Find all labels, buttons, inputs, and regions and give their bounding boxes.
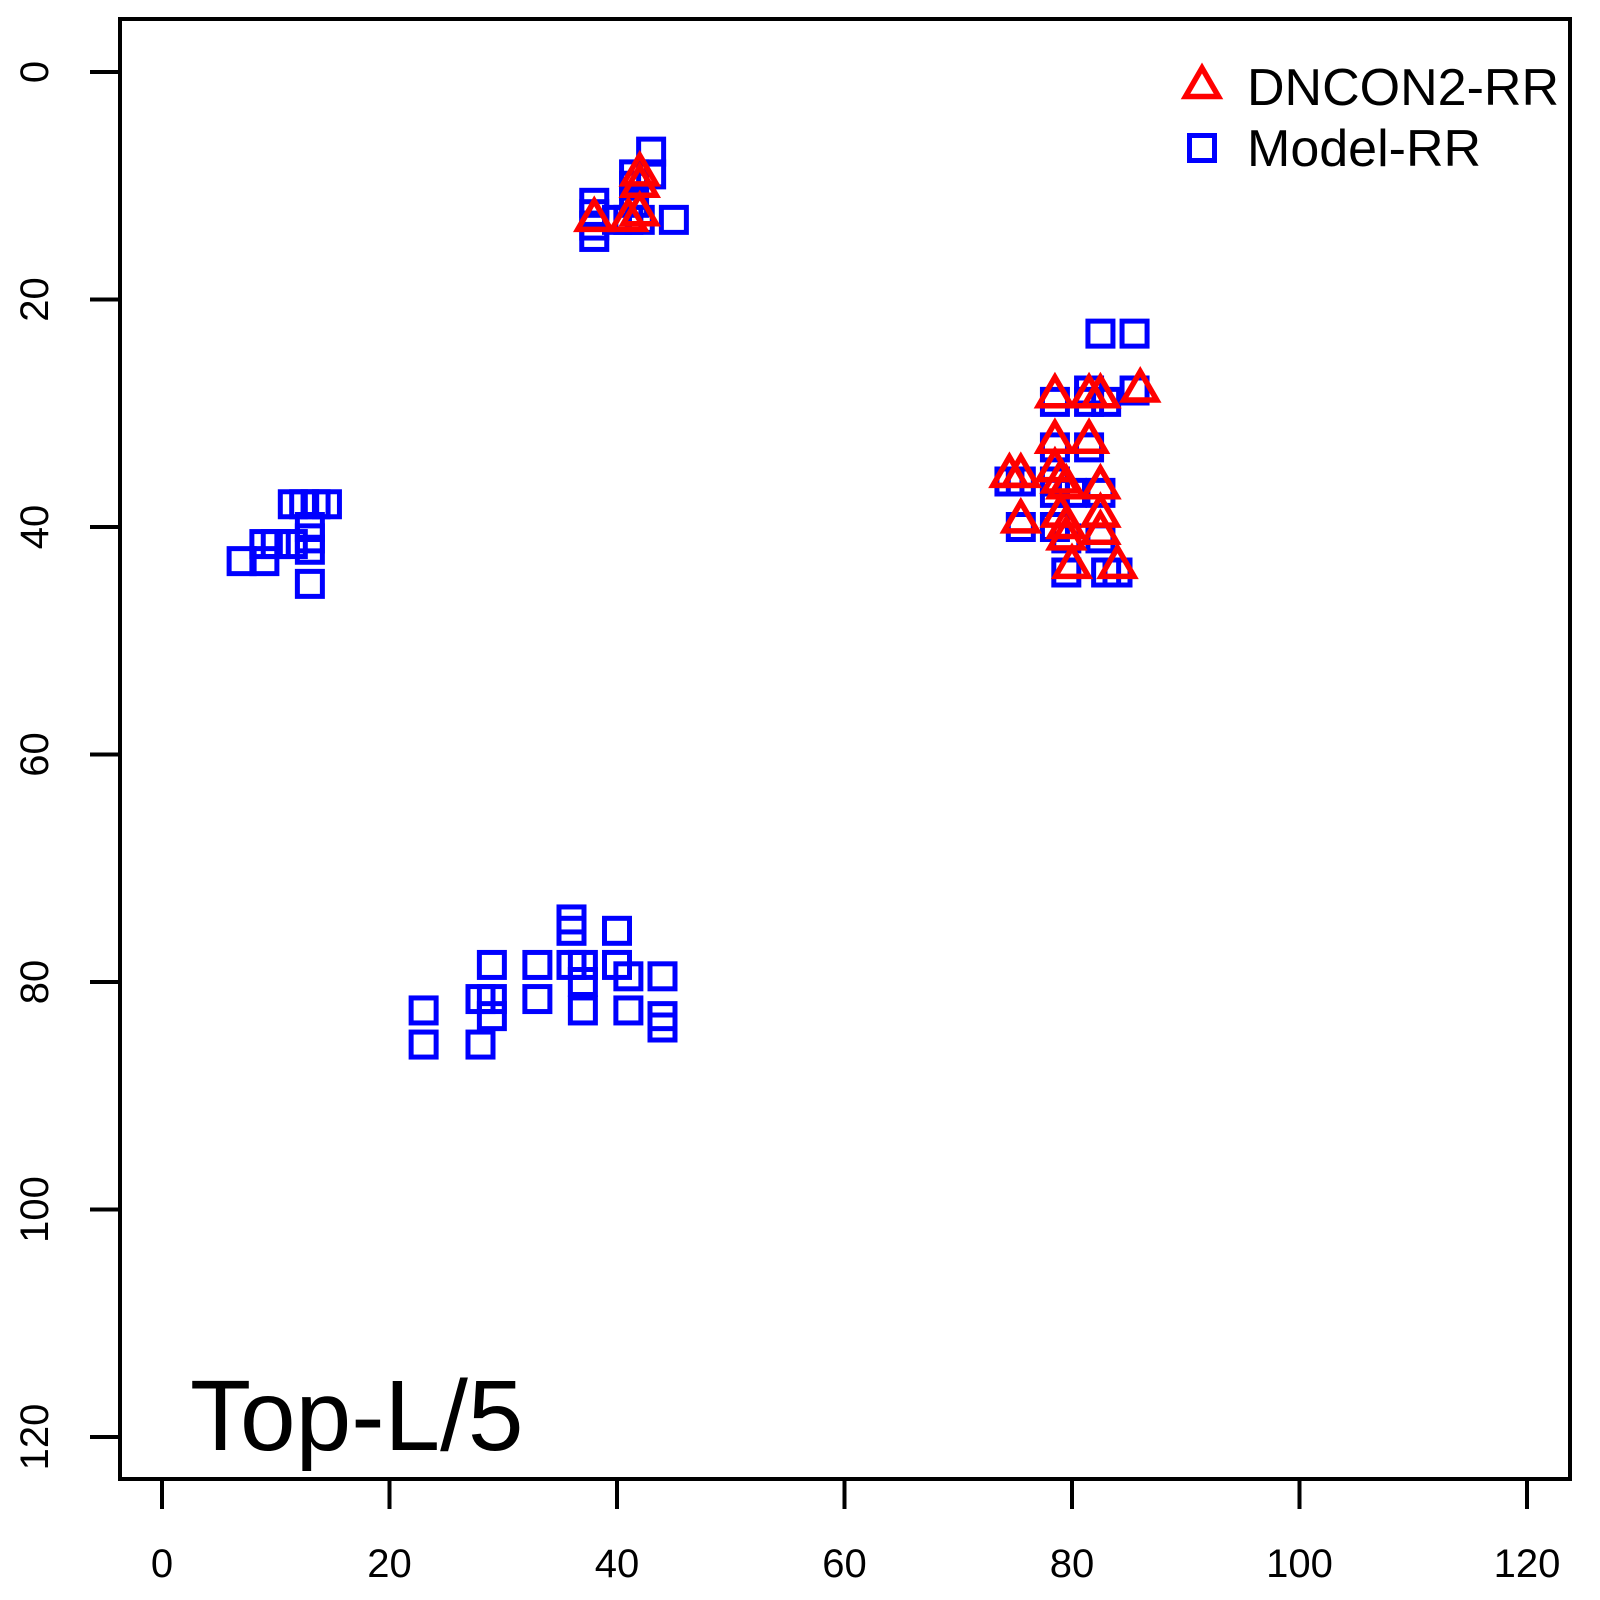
y-axis-tick-label: 80 xyxy=(13,960,57,1005)
model-rr-square-marker xyxy=(294,568,325,599)
dncon2-rr-triangle-marker xyxy=(999,496,1043,534)
model-rr-square-marker xyxy=(567,995,598,1026)
dncon2-rr-triangle-marker xyxy=(999,451,1043,489)
dncon2-rr-triangle-marker xyxy=(1050,542,1094,580)
x-axis-tick-label: 120 xyxy=(1494,1542,1561,1586)
plot-title: Top-L/5 xyxy=(190,1360,524,1472)
dncon2-rr-triangle-marker xyxy=(618,149,662,187)
model-rr-square-marker xyxy=(311,489,342,520)
y-axis-tick-label: 60 xyxy=(13,732,57,777)
dncon2-rr-triangle-marker xyxy=(1045,513,1088,551)
series-model-rr xyxy=(226,136,1150,1060)
dncon2-rr-triangle-marker xyxy=(1045,462,1088,500)
dncon2-rr-triangle-marker xyxy=(1033,371,1077,409)
legend-label-model-rr: Model-RR xyxy=(1247,120,1481,178)
dncon2-rr-triangle-marker xyxy=(607,195,650,233)
dncon2-rr-triangle-marker xyxy=(1079,491,1122,528)
dncon2-rr-triangle-marker xyxy=(1096,542,1139,580)
model-rr-square-marker xyxy=(567,967,598,997)
model-rr-square-marker xyxy=(658,204,689,235)
dncon2-rr-triangle-marker xyxy=(1118,366,1162,403)
dncon2-rr-triangle-marker xyxy=(1079,371,1122,409)
legend-square-icon xyxy=(1187,133,1217,163)
x-axis-tick-label: 20 xyxy=(367,1542,412,1586)
y-axis-tick-label: 120 xyxy=(13,1404,57,1471)
model-rr-square-marker xyxy=(647,961,678,992)
model-rr-square-marker xyxy=(1119,318,1150,349)
model-rr-square-marker xyxy=(602,915,632,946)
model-rr-square-marker xyxy=(465,1029,496,1060)
plot-border xyxy=(118,17,1572,1481)
model-rr-square-marker xyxy=(522,949,553,980)
model-rr-square-marker xyxy=(277,529,308,560)
dncon2-rr-triangle-marker xyxy=(572,195,616,233)
model-rr-square-marker xyxy=(613,961,644,992)
model-rr-square-marker xyxy=(556,915,587,946)
model-rr-square-marker xyxy=(476,984,507,1015)
dncon2-rr-triangle-marker xyxy=(1045,502,1088,540)
model-rr-square-marker xyxy=(613,995,644,1026)
series-dncon2-rr xyxy=(572,149,1162,580)
model-rr-square-marker xyxy=(1085,318,1116,349)
model-rr-square-marker xyxy=(476,949,507,980)
model-rr-square-marker xyxy=(408,1029,439,1060)
model-rr-square-marker xyxy=(408,995,439,1026)
legend-label-dncon2-rr: DNCON2-RR xyxy=(1247,59,1559,117)
dncon2-rr-triangle-marker xyxy=(1079,508,1122,545)
y-axis-tick-label: 40 xyxy=(13,505,57,550)
y-axis-tick-label: 0 xyxy=(13,61,57,83)
model-rr-square-marker xyxy=(260,529,291,560)
legend-triangle-icon xyxy=(1180,62,1224,100)
model-rr-square-marker xyxy=(476,1001,507,1032)
x-axis-tick-label: 0 xyxy=(151,1542,173,1586)
x-axis-tick-label: 60 xyxy=(822,1542,867,1586)
x-axis-tick-label: 40 xyxy=(595,1542,640,1586)
model-rr-square-marker xyxy=(567,949,598,980)
y-axis-tick-label: 100 xyxy=(13,1176,57,1243)
model-rr-square-marker xyxy=(522,984,553,1015)
model-rr-square-marker xyxy=(579,221,610,252)
x-axis-tick-label: 100 xyxy=(1266,1542,1333,1586)
dncon2-rr-triangle-marker xyxy=(1067,417,1111,454)
x-axis-tick-label: 80 xyxy=(1050,1542,1095,1586)
y-axis-tick-label: 20 xyxy=(13,277,57,322)
model-rr-square-marker xyxy=(647,1012,678,1043)
model-rr-square-marker xyxy=(294,534,325,565)
